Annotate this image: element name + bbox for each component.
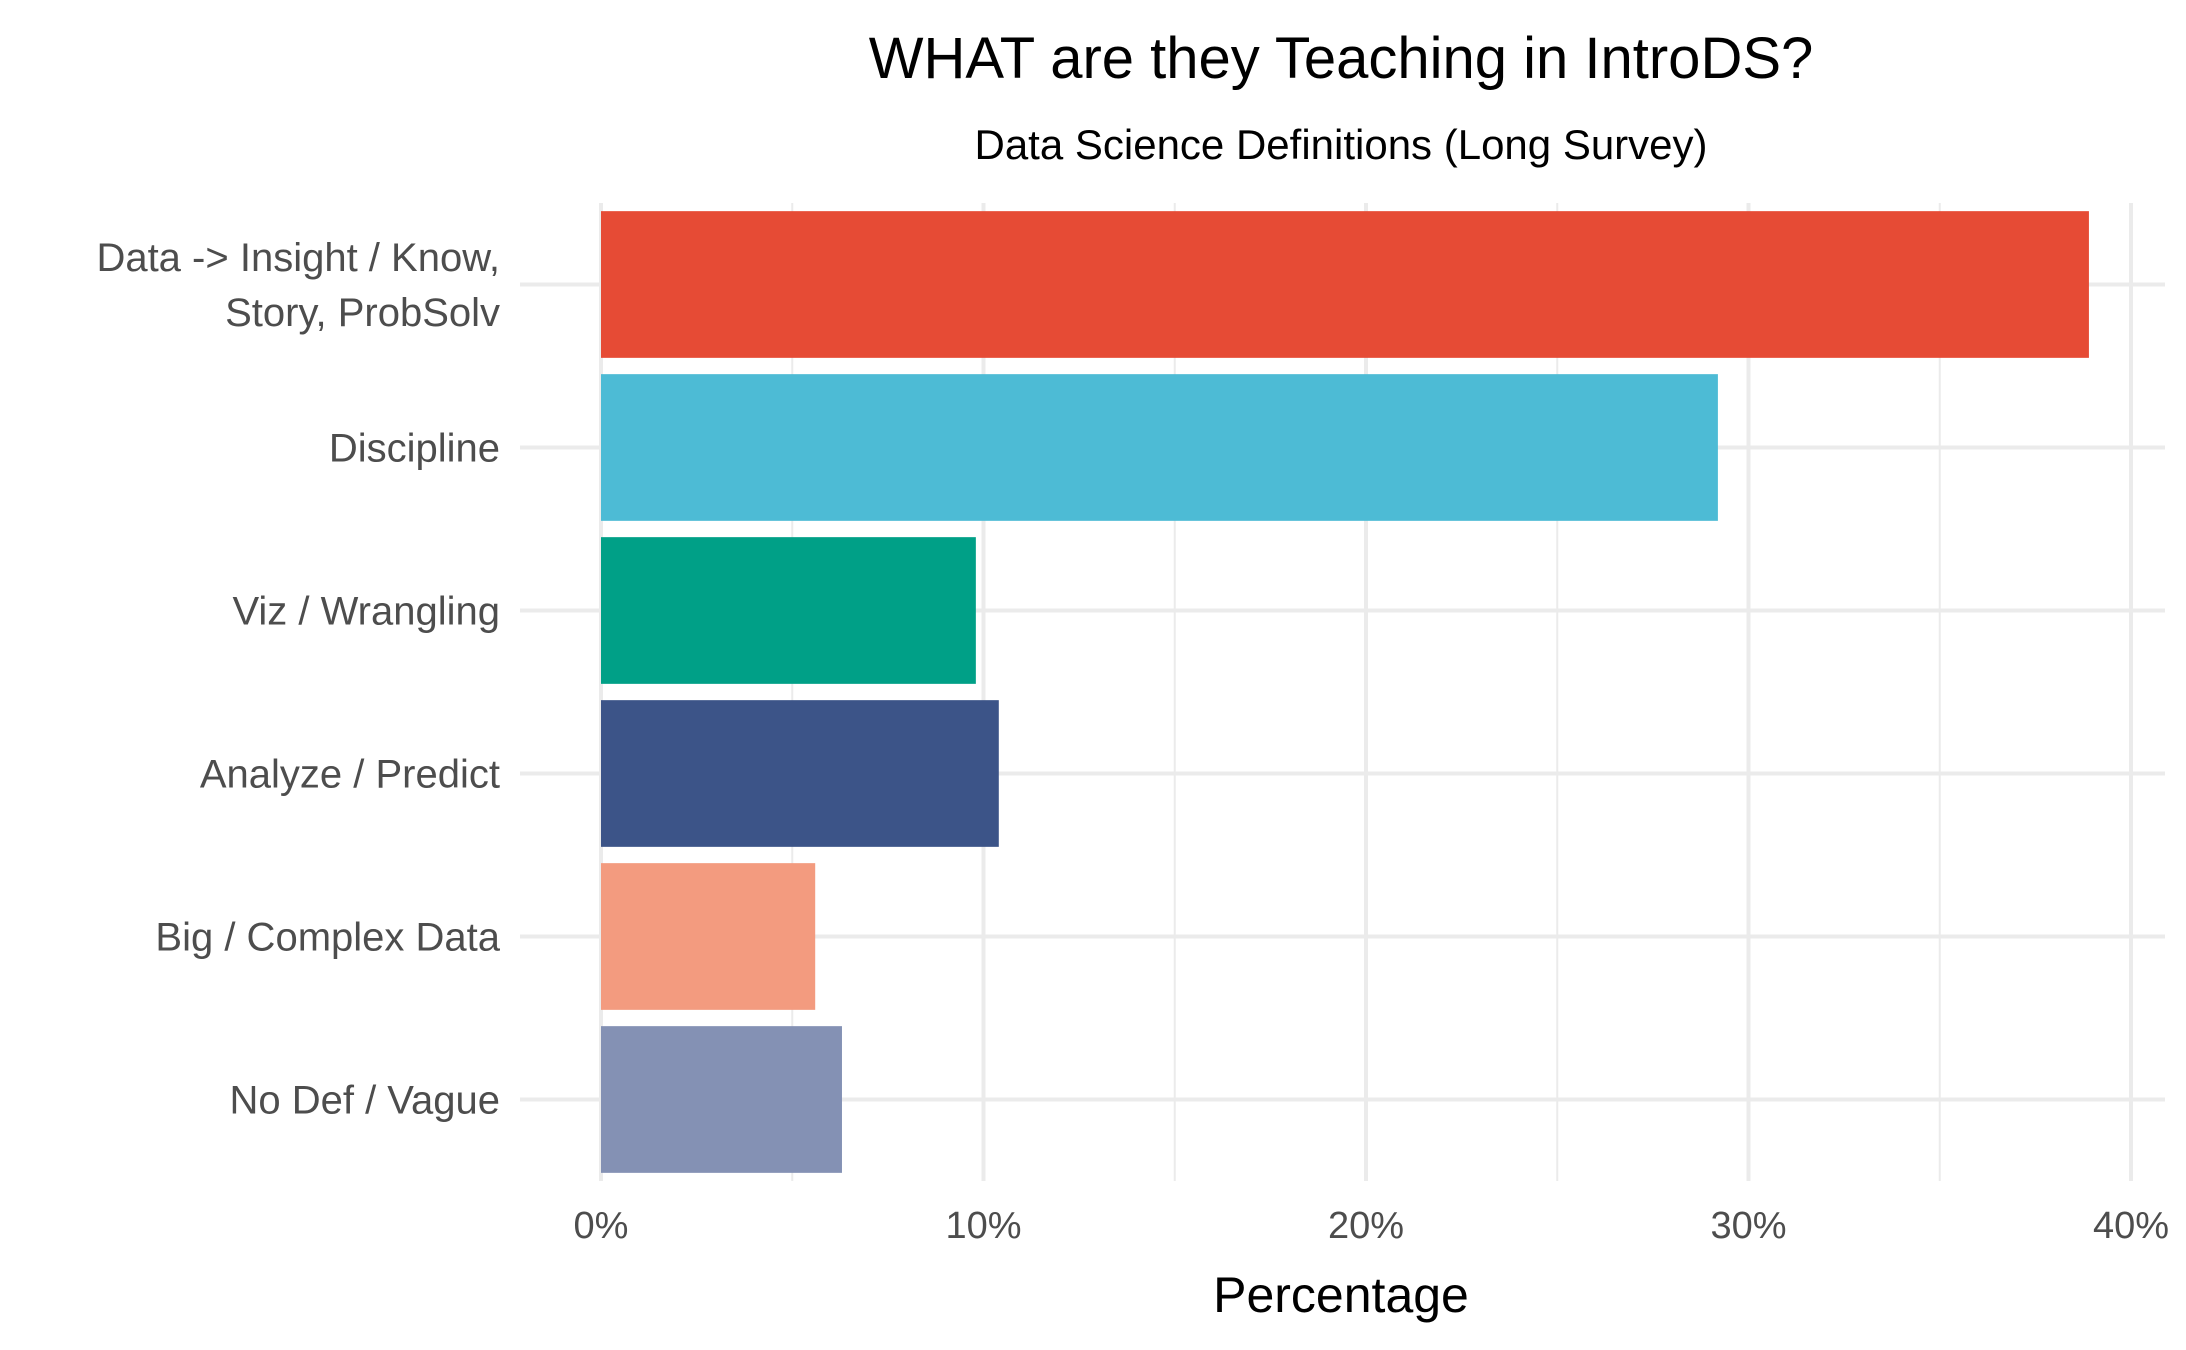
y-axis-tick-labels: Data -> Insight / Know, Story, ProbSolv Di…: [96, 236, 500, 1123]
x-tick-label: 20%: [1328, 1205, 1404, 1247]
chart-title: WHAT are they Teaching in IntroDS?: [869, 26, 1814, 91]
x-tick-label: 0%: [574, 1205, 629, 1247]
y-tick-label: Discipline: [329, 427, 500, 471]
bar: [601, 537, 976, 684]
x-tick-label: 30%: [1710, 1205, 1786, 1247]
y-tick-label: Analyze / Predict: [200, 753, 500, 797]
y-tick-label: Data -> Insight / Know, Story, ProbSolv: [96, 236, 500, 335]
x-tick-label: 10%: [945, 1205, 1021, 1247]
y-tick-label: Viz / Wrangling: [232, 590, 500, 634]
bars: [601, 211, 2089, 1173]
y-tick-label: No Def / Vague: [229, 1079, 500, 1123]
bar: [601, 863, 816, 1010]
bar: [601, 374, 1718, 521]
bar: [601, 700, 999, 847]
y-tick-label: Big / Complex Data: [155, 916, 500, 960]
x-axis-title: Percentage: [1213, 1267, 1469, 1323]
bar: [601, 211, 2089, 358]
chart-subtitle: Data Science Definitions (Long Survey): [974, 121, 1707, 168]
x-tick-label: 40%: [2093, 1205, 2169, 1247]
bar: [601, 1026, 842, 1173]
x-axis-tick-labels: 0% 10% 20% 30% 40%: [574, 1205, 2169, 1247]
